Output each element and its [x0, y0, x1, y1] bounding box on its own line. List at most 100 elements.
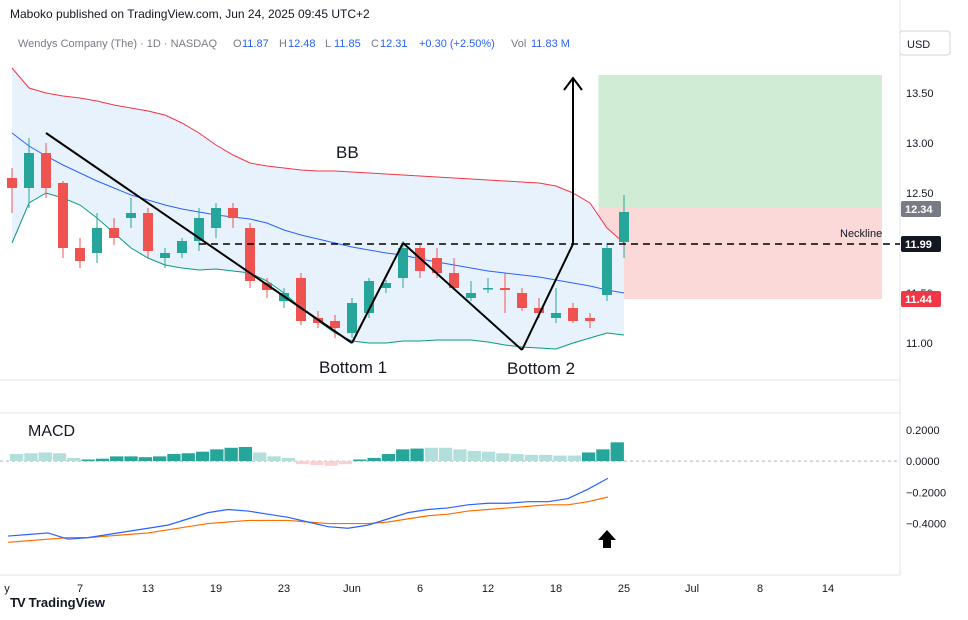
macd-histogram-bar [453, 449, 467, 462]
candle-body [41, 153, 51, 188]
macd-histogram-bar [210, 449, 224, 462]
stop-zone [598, 208, 882, 299]
legend-c-label: C [371, 38, 379, 50]
pattern-line-breakout [521, 78, 574, 351]
macd-histogram-bar [510, 454, 524, 462]
time-tick-label: Jun [343, 583, 361, 595]
macd-histogram-bar [424, 447, 438, 462]
macd-histogram-bar [167, 454, 181, 462]
macd-histogram-bar [296, 461, 310, 465]
macd-histogram-bar [24, 453, 38, 462]
price-tick-label: 13.50 [906, 88, 934, 100]
macd-pane[interactable]: MACD 0.2000 0.0000 −0.2000 −0.4000 [0, 423, 946, 548]
macd-histogram-bar [10, 454, 24, 462]
candle-body [24, 153, 34, 188]
macd-histogram-bar [567, 455, 581, 462]
candle-body [466, 293, 476, 298]
candle-body [228, 208, 238, 218]
macd-histogram-bar [353, 459, 367, 462]
macd-histogram-bar [553, 455, 567, 462]
time-tick-label: 12 [482, 583, 494, 595]
legend-l-label: L [325, 38, 331, 50]
candle-body [398, 248, 408, 278]
legend-l-value: 11.85 [334, 38, 361, 50]
candle-body [143, 213, 153, 251]
bottom2-annotation: Bottom 2 [507, 359, 575, 378]
candle-body [534, 308, 544, 313]
neckline-label: Neckline [840, 228, 882, 240]
macd-histogram-bar [267, 456, 281, 462]
candle-body [551, 313, 561, 318]
macd-histogram-bar [95, 458, 110, 462]
candle-body [364, 281, 374, 313]
candle-body [160, 253, 170, 258]
legend-vol-value: 11.83 M [531, 38, 570, 50]
annotation-layer: Neckline BB Bottom 1 Bottom 2 12.34 11.99 11.4… [45, 76, 941, 378]
price-pane[interactable]: 13.5013.0012.5012.0011.5011.00y7131923Ju… [0, 0, 934, 595]
macd-histogram-bar [310, 461, 324, 465]
pattern-line-rise-to-neck [351, 242, 404, 344]
candle-body [483, 288, 493, 290]
time-tick-label: 7 [77, 583, 83, 595]
tradingview-footer[interactable]: TV TradingView [10, 595, 105, 610]
time-tick-label: 13 [142, 583, 154, 595]
legend-c-value: 12.31 [380, 38, 408, 50]
macd-histogram-bar [524, 454, 539, 462]
legend-o-label: O [233, 38, 242, 50]
macd-tick-label: −0.4000 [906, 519, 946, 531]
candle-body [432, 258, 442, 273]
macd-histogram-bar [396, 449, 410, 462]
macd-histogram-bar [582, 452, 596, 462]
macd-histogram-bar [439, 447, 453, 462]
time-tick-label: 8 [757, 583, 763, 595]
candle-body [92, 228, 102, 253]
candle-body [75, 248, 85, 261]
time-tick-label: 25 [618, 583, 630, 595]
bollinger-middle-line [11, 132, 625, 294]
bollinger-fill [12, 68, 624, 349]
macd-histogram-bar [467, 450, 481, 462]
price-badge [901, 236, 941, 252]
macd-histogram-bar [124, 456, 138, 462]
target-arrow-head [563, 76, 583, 91]
legend-row: Wendys Company (The) · 1D · NASDAQ O 11.8… [18, 38, 570, 50]
macd-histogram-bar [153, 456, 167, 462]
candle-body [602, 248, 612, 295]
time-tick-label: y [4, 583, 10, 595]
candle-body [330, 321, 340, 328]
tradingview-logo-icon: TV [10, 595, 26, 610]
footer-brand: TradingView [28, 595, 105, 610]
up-arrow-icon [598, 530, 616, 548]
macd-histogram-bar [224, 447, 238, 462]
macd-histogram-bar [410, 448, 424, 462]
time-tick-label: Jul [685, 583, 699, 595]
macd-histogram-bar [81, 459, 95, 462]
price-tick-label: 12.50 [906, 188, 934, 200]
macd-histogram-bar [52, 453, 67, 462]
legend-change: +0.30 (+2.50%) [419, 38, 495, 50]
symbol-label[interactable]: Wendys Company (The) · 1D · NASDAQ [18, 38, 218, 50]
candle-body [517, 293, 527, 308]
macd-tick-label: 0.2000 [906, 425, 940, 437]
macd-histogram-bar [481, 451, 496, 462]
bottom1-annotation: Bottom 1 [319, 358, 387, 377]
macd-histogram-bar [610, 442, 624, 462]
time-tick-label: 14 [822, 583, 834, 595]
pattern-line-decline [45, 132, 353, 344]
price-badge [901, 291, 941, 307]
macd-histogram-bar [596, 449, 610, 462]
macd-title: MACD [28, 423, 75, 440]
time-tick-label: 18 [550, 583, 562, 595]
candle-body [449, 273, 459, 288]
macd-histogram-bar [367, 457, 381, 462]
macd-histogram-bar [195, 451, 210, 462]
price-badge-label: 12.34 [905, 204, 933, 216]
macd-histogram-bar [253, 452, 267, 462]
candle-body [109, 228, 119, 238]
macd-tick-label: 0.0000 [906, 456, 940, 468]
macd-histogram-bar [138, 457, 152, 462]
candle-body [381, 283, 391, 288]
publisher-header: Maboko published on TradingView.com, Jun… [10, 7, 370, 21]
macd-histogram-bar [539, 454, 553, 462]
